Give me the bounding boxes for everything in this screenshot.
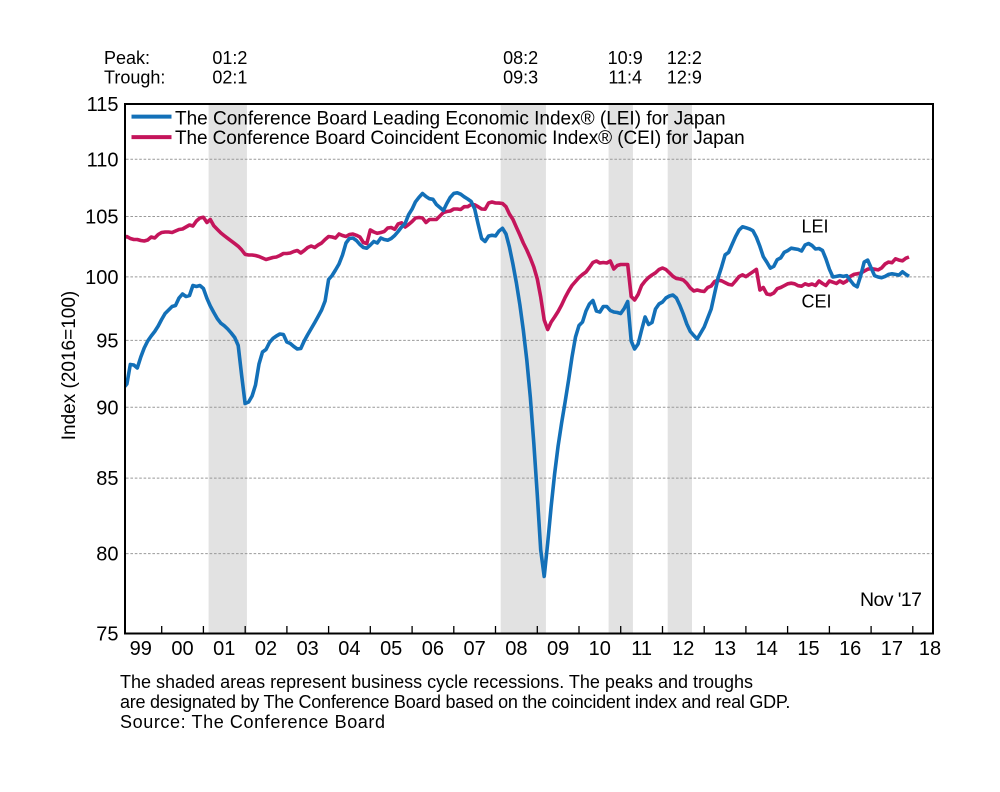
svg-text:12:2: 12:2: [667, 48, 702, 68]
svg-text:115: 115: [87, 94, 119, 116]
svg-text:CEI: CEI: [802, 292, 832, 312]
svg-text:11:4: 11:4: [608, 68, 642, 88]
svg-text:13: 13: [714, 638, 736, 660]
svg-text:05: 05: [380, 638, 402, 660]
svg-text:09:3: 09:3: [503, 68, 538, 88]
svg-text:17: 17: [881, 638, 903, 660]
svg-text:The shaded areas represent bus: The shaded areas represent business cycl…: [120, 672, 753, 692]
svg-text:02: 02: [255, 638, 277, 660]
svg-text:105: 105: [85, 207, 118, 229]
svg-text:Source: The Conference Board: Source: The Conference Board: [120, 712, 386, 732]
svg-text:75: 75: [96, 624, 118, 646]
svg-text:Peak:: Peak:: [104, 48, 150, 68]
svg-text:The Conference Board Leading E: The Conference Board Leading Economic In…: [175, 109, 726, 130]
svg-text:10: 10: [589, 638, 611, 660]
svg-text:11: 11: [631, 638, 652, 660]
svg-text:01:2: 01:2: [212, 48, 247, 68]
svg-text:10:9: 10:9: [608, 48, 643, 68]
svg-text:09: 09: [547, 638, 569, 660]
svg-text:18: 18: [919, 638, 941, 660]
svg-text:07: 07: [463, 638, 485, 660]
svg-text:02:1: 02:1: [212, 68, 247, 88]
svg-text:01: 01: [213, 638, 235, 660]
svg-text:Nov '17: Nov '17: [860, 589, 921, 611]
svg-text:12: 12: [672, 638, 694, 660]
svg-text:15: 15: [797, 638, 819, 660]
svg-text:14: 14: [756, 638, 778, 660]
svg-text:80: 80: [96, 544, 118, 566]
svg-text:85: 85: [96, 468, 118, 490]
svg-text:90: 90: [96, 397, 118, 419]
svg-text:95: 95: [96, 330, 118, 352]
svg-text:The Conference Board Coinciden: The Conference Board Coincident Economic…: [175, 128, 745, 149]
svg-text:08:2: 08:2: [503, 48, 538, 68]
svg-text:LEI: LEI: [802, 217, 829, 237]
svg-text:00: 00: [171, 638, 193, 660]
svg-text:are designated by The Conferen: are designated by The Conference Board b…: [120, 692, 790, 712]
svg-text:06: 06: [422, 638, 444, 660]
svg-text:100: 100: [85, 267, 118, 289]
svg-text:16: 16: [839, 638, 861, 660]
svg-text:03: 03: [297, 638, 319, 660]
svg-text:99: 99: [130, 638, 152, 660]
svg-text:04: 04: [338, 638, 360, 660]
svg-text:Trough:: Trough:: [104, 68, 165, 88]
svg-text:110: 110: [87, 149, 119, 171]
svg-text:Index (2016=100): Index (2016=100): [59, 291, 80, 440]
svg-text:12:9: 12:9: [667, 68, 702, 88]
svg-text:08: 08: [505, 638, 527, 660]
